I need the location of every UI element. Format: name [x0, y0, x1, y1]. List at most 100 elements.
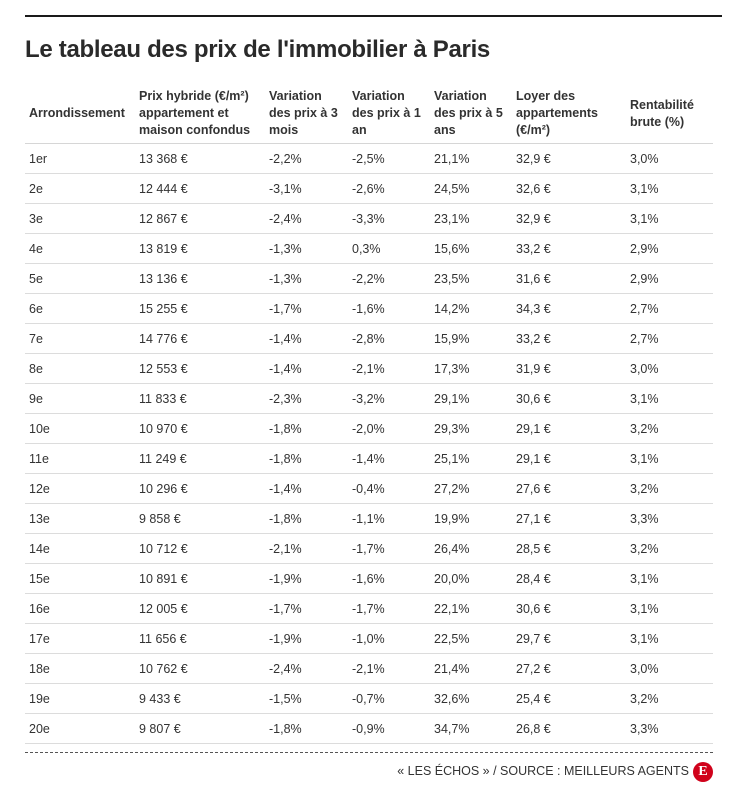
table-cell: -2,2%: [348, 263, 430, 294]
arrondissement-cell: 1er: [25, 143, 135, 174]
table-cell: 13 368 €: [135, 143, 265, 174]
footer-divider: [25, 752, 713, 753]
table-cell: 10 712 €: [135, 533, 265, 564]
table-row: 7e 14 776 € -1,4% -2,8% 15,9% 33,2 €2,7%: [25, 323, 713, 354]
table-cell: -3,3%: [348, 203, 430, 234]
arrondissement-cell: 9e: [25, 383, 135, 414]
table-cell: 15 255 €: [135, 293, 265, 324]
table-cell: -1,7%: [265, 293, 348, 324]
table-cell: 12 005 €: [135, 593, 265, 624]
table-cell: -1,3%: [265, 233, 348, 264]
table-cell: 9 807 €: [135, 713, 265, 744]
table-cell: 12 553 €: [135, 353, 265, 384]
table-cell: 29,7 €: [512, 623, 626, 654]
table-cell: 28,5 €: [512, 533, 626, 564]
arrondissement-cell: 6e: [25, 293, 135, 324]
table-row: 16e 12 005 € -1,7% -1,7% 22,1% 30,6 €3,1%: [25, 593, 713, 624]
table-cell: 2,9%: [626, 233, 713, 264]
arrondissement-cell: 16e: [25, 593, 135, 624]
table-cell: -1,7%: [348, 593, 430, 624]
column-header: Variation des prix à 5 ans: [430, 84, 512, 144]
table-cell: 32,9 €: [512, 143, 626, 174]
table-cell: 30,6 €: [512, 593, 626, 624]
table-cell: -1,7%: [348, 533, 430, 564]
column-header: Variation des prix à 1 an: [348, 84, 430, 144]
table-cell: 27,2 €: [512, 653, 626, 684]
table-cell: 3,2%: [626, 413, 713, 444]
table-cell: 10 970 €: [135, 413, 265, 444]
table-cell: 31,6 €: [512, 263, 626, 294]
table-cell: -1,3%: [265, 263, 348, 294]
table-cell: -2,4%: [265, 653, 348, 684]
column-header: Prix hybride (€/m²) appartement et maiso…: [135, 84, 265, 144]
table-cell: 13 819 €: [135, 233, 265, 264]
table-cell: -3,2%: [348, 383, 430, 414]
table-cell: -1,4%: [265, 353, 348, 384]
table-cell: 0,3%: [348, 233, 430, 264]
table-cell: 11 249 €: [135, 443, 265, 474]
arrondissement-cell: 19e: [25, 683, 135, 714]
table-cell: 33,2 €: [512, 323, 626, 354]
arrondissement-cell: 11e: [25, 443, 135, 474]
table-cell: 10 296 €: [135, 473, 265, 504]
table-cell: 27,6 €: [512, 473, 626, 504]
table-row: 12e 10 296 € -1,4% -0,4% 27,2% 27,6 €3,2%: [25, 473, 713, 504]
table-cell: 2,7%: [626, 293, 713, 324]
table-cell: -1,4%: [265, 323, 348, 354]
table-cell: 2,9%: [626, 263, 713, 294]
table-cell: 3,1%: [626, 593, 713, 624]
table-cell: -1,5%: [265, 683, 348, 714]
les-echos-logo-icon: E: [693, 762, 713, 782]
table-cell: 3,1%: [626, 623, 713, 654]
table-cell: 30,6 €: [512, 383, 626, 414]
top-rule: [25, 15, 722, 17]
table-row: 18e 10 762 € -2,4% -2,1% 21,4% 27,2 €3,0%: [25, 653, 713, 684]
table-cell: 3,0%: [626, 653, 713, 684]
table-cell: 23,5%: [430, 263, 512, 294]
table-cell: 27,1 €: [512, 503, 626, 534]
arrondissement-cell: 12e: [25, 473, 135, 504]
table-cell: 14 776 €: [135, 323, 265, 354]
table-cell: 28,4 €: [512, 563, 626, 594]
table-row: 9e 11 833 € -2,3% -3,2% 29,1% 30,6 €3,1%: [25, 383, 713, 414]
table-cell: -0,4%: [348, 473, 430, 504]
table-cell: -1,8%: [265, 503, 348, 534]
arrondissement-cell: 15e: [25, 563, 135, 594]
table-cell: 32,9 €: [512, 203, 626, 234]
arrondissement-cell: 17e: [25, 623, 135, 654]
table-cell: 15,6%: [430, 233, 512, 264]
table-cell: -1,4%: [265, 473, 348, 504]
table-cell: 3,2%: [626, 683, 713, 714]
table-cell: 3,3%: [626, 713, 713, 744]
table-cell: 3,3%: [626, 503, 713, 534]
table-row: 19e 9 433 € -1,5% -0,7% 32,6% 25,4 €3,2%: [25, 683, 713, 714]
table-cell: 11 833 €: [135, 383, 265, 414]
table-cell: 29,1 €: [512, 413, 626, 444]
column-header: Loyer des appartements (€/m²): [512, 84, 626, 144]
table-cell: -1,8%: [265, 713, 348, 744]
table-row: 14e 10 712 € -2,1% -1,7% 26,4% 28,5 €3,2%: [25, 533, 713, 564]
table-cell: 13 136 €: [135, 263, 265, 294]
table-cell: -1,8%: [265, 413, 348, 444]
table-cell: 3,0%: [626, 143, 713, 174]
table-row: 5e 13 136 € -1,3% -2,2% 23,5% 31,6 €2,9%: [25, 263, 713, 294]
table-cell: 31,9 €: [512, 353, 626, 384]
arrondissement-cell: 4e: [25, 233, 135, 264]
table-cell: 10 891 €: [135, 563, 265, 594]
table-cell: -2,1%: [265, 533, 348, 564]
table-row: 17e 11 656 € -1,9% -1,0% 22,5% 29,7 €3,1%: [25, 623, 713, 654]
table-row: 13e 9 858 € -1,8% -1,1% 19,9% 27,1 €3,3%: [25, 503, 713, 534]
table-cell: 29,1 €: [512, 443, 626, 474]
table-cell: -1,6%: [348, 293, 430, 324]
table-cell: -2,1%: [348, 653, 430, 684]
table-cell: 27,2%: [430, 473, 512, 504]
table-row: 6e 15 255 € -1,7% -1,6% 14,2% 34,3 €2,7%: [25, 293, 713, 324]
table-cell: -0,9%: [348, 713, 430, 744]
table-cell: -1,8%: [265, 443, 348, 474]
table-cell: 29,1%: [430, 383, 512, 414]
table-body: 1er 13 368 € -2,2% -2,5% 21,1% 32,9 €3,0% 2e 12…: [25, 143, 713, 744]
table-cell: 23,1%: [430, 203, 512, 234]
table-cell: 32,6 €: [512, 173, 626, 204]
arrondissement-cell: 14e: [25, 533, 135, 564]
